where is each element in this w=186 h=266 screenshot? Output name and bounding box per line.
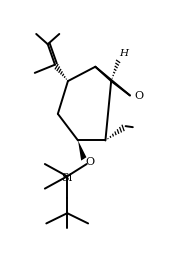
Text: H: H bbox=[119, 49, 128, 58]
Text: Si: Si bbox=[62, 173, 73, 183]
Text: O: O bbox=[135, 92, 144, 101]
Polygon shape bbox=[78, 140, 86, 161]
Text: O: O bbox=[86, 157, 95, 167]
